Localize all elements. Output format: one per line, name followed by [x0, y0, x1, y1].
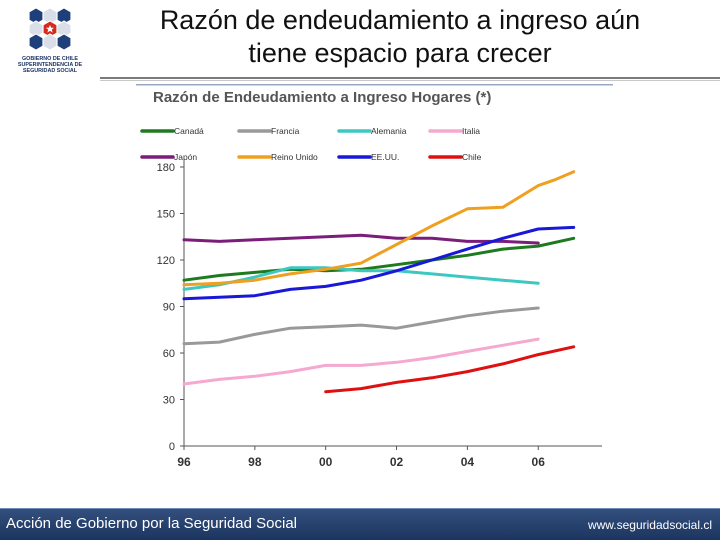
legend-label: Reino Unido — [271, 152, 318, 162]
x-tick-label: 06 — [532, 455, 546, 469]
series-line-canad — [182, 236, 576, 282]
chart-title: Razón de Endeudamiento a Ingreso Hogares… — [153, 89, 491, 106]
logo-emblem — [28, 7, 72, 51]
chart-series — [182, 170, 576, 394]
legend-label: Alemania — [371, 126, 407, 136]
slide-title-line-2: tiene espacio para crecer — [248, 38, 552, 68]
legend-item: Italia — [428, 126, 480, 136]
legend-label: Canadá — [174, 126, 204, 136]
y-tick-label: 0 — [169, 441, 175, 453]
legend-item: Alemania — [337, 126, 407, 136]
logo-line-2: SUPERINTENDENCIA DE — [17, 62, 83, 69]
legend-item: Chile — [428, 152, 482, 162]
x-tick-label: 98 — [248, 455, 262, 469]
legend-label: Japón — [174, 152, 197, 162]
logo-line-1: GOBIERNO DE CHILE — [21, 56, 78, 62]
series-line-chile — [324, 345, 576, 394]
y-tick-label: 120 — [157, 255, 175, 267]
legend-label: Chile — [462, 152, 482, 162]
legend-label: Italia — [462, 126, 480, 136]
y-tick-label: 60 — [163, 348, 175, 360]
logo-text: GOBIERNO DE CHILE SUPERINTENDENCIA DE SE… — [10, 56, 90, 75]
logo-line-3: SEGURIDAD SOCIAL — [22, 68, 78, 75]
logo-hexagon — [56, 33, 72, 51]
logo-hexagon — [42, 33, 58, 51]
logo-hexagon — [28, 33, 44, 51]
series-line-francia — [182, 306, 540, 346]
series-line-ee-uu — [182, 225, 576, 301]
slide-title-line-1: Razón de endeudamiento a ingreso aún — [159, 5, 641, 35]
chart-axes: 0 30 60 90 120 150 180 96 98 00 02 04 06 — [157, 159, 602, 469]
x-tick-label: 96 — [177, 455, 191, 469]
footer-bar: Acción de Gobierno por la Seguridad Soci… — [0, 508, 720, 540]
legend-item: Canadá — [140, 126, 204, 136]
x-tick-label: 02 — [390, 455, 404, 469]
x-tick-label: 00 — [319, 455, 333, 469]
slide-title: Razón de endeudamiento a ingreso aún tie… — [100, 4, 700, 70]
series-line-reino-unido — [182, 170, 576, 287]
chart-svg: Razón de Endeudamiento a Ingreso Hogares… — [136, 84, 613, 469]
legend-label: EE.UU. — [371, 152, 399, 162]
x-tick-label: 04 — [461, 455, 475, 469]
legend-item: EE.UU. — [337, 152, 399, 162]
series-line-alemania — [182, 266, 540, 291]
y-tick-label: 90 — [163, 302, 175, 314]
legend-item: Japón — [140, 152, 197, 162]
legend-item: Francia — [237, 126, 300, 136]
government-logo: GOBIERNO DE CHILE SUPERINTENDENCIA DE SE… — [10, 4, 90, 78]
logo-star-icon — [46, 25, 54, 33]
footer-website-link[interactable]: www.seguridadsocial.cl — [587, 518, 712, 532]
footer-highlight — [0, 508, 720, 509]
y-tick-label: 30 — [163, 395, 175, 407]
series-line-italia — [182, 337, 540, 386]
title-divider — [100, 77, 720, 79]
y-tick-label: 150 — [157, 209, 175, 221]
chart-top-rule — [136, 84, 613, 86]
series-line-jap-n — [182, 233, 540, 245]
debt-income-chart: Razón de Endeudamiento a Ingreso Hogares… — [136, 84, 613, 479]
y-tick-label: 180 — [157, 162, 175, 174]
chart-legend: Canadá Francia Alemania Italia Japón Reino Un… — [140, 126, 482, 162]
legend-label: Francia — [271, 126, 300, 136]
footer-slogan: Acción de Gobierno por la Seguridad Soci… — [6, 515, 298, 532]
legend-item: Reino Unido — [237, 152, 318, 162]
title-divider-shadow — [100, 80, 720, 81]
